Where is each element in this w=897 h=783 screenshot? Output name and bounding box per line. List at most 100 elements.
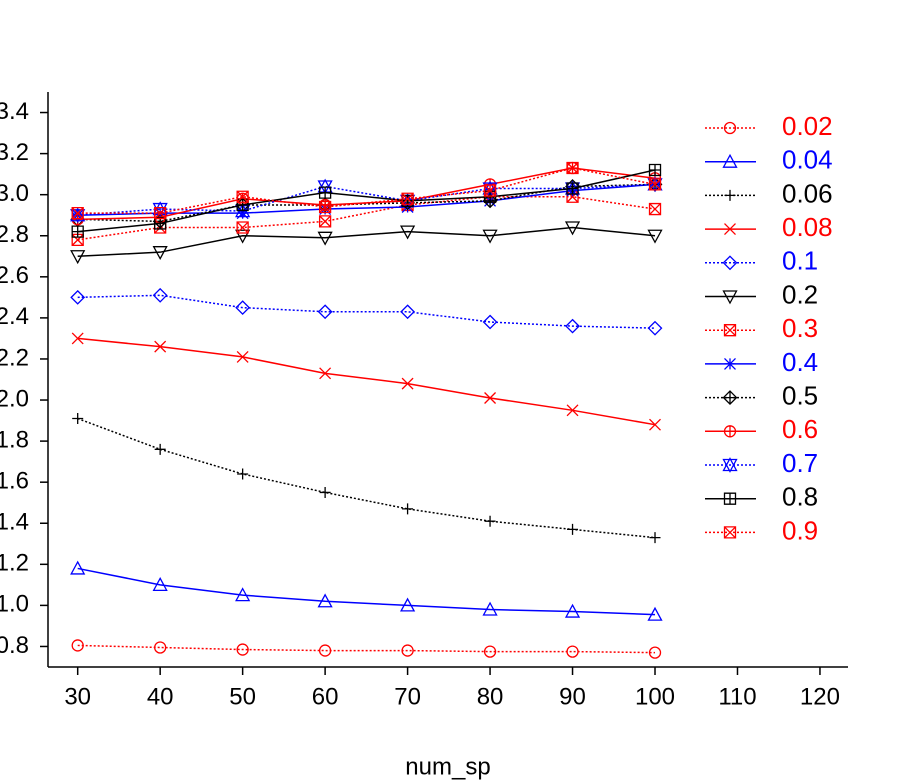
legend-label: 0.5 (782, 380, 818, 410)
y-tick-label: 2.2 (0, 344, 29, 371)
data-point (152, 287, 168, 303)
legend-marker (722, 390, 738, 406)
data-point (564, 221, 581, 236)
data-point (482, 601, 498, 616)
legend-marker (722, 153, 738, 168)
data-point (236, 221, 249, 234)
legend-marker (723, 492, 737, 505)
data-point (484, 392, 497, 404)
y-tick-label: 2.0 (0, 385, 29, 412)
data-point (399, 225, 416, 240)
data-point (647, 229, 663, 244)
y-tick-label: 1.8 (0, 426, 29, 453)
x-tick-label: 110 (718, 683, 756, 710)
data-point (399, 597, 416, 612)
series-line (77, 169, 656, 233)
data-point (71, 207, 84, 220)
data-point (71, 233, 84, 247)
x-tick-label: 60 (312, 683, 339, 710)
series-line (77, 294, 656, 329)
data-point (566, 404, 579, 417)
series-line (77, 183, 656, 216)
data-point (402, 503, 414, 515)
legend-label: 0.9 (782, 515, 818, 545)
data-point (152, 576, 168, 592)
data-point (401, 192, 414, 205)
legend-marker (722, 457, 738, 473)
x-tick-label: 70 (394, 683, 421, 710)
data-point (236, 350, 249, 363)
x-tick-label: 30 (64, 683, 91, 710)
x-tick-label: 50 (229, 683, 256, 710)
legend-marker (724, 357, 736, 370)
data-point (566, 645, 579, 658)
series-line (77, 195, 656, 241)
series-line (77, 417, 656, 539)
legend-label: 0.8 (782, 482, 818, 512)
data-point (484, 515, 496, 527)
data-point (567, 523, 579, 535)
series-line (77, 644, 656, 654)
legend-marker (723, 526, 737, 539)
legend-label: 0.7 (782, 448, 818, 478)
x-tick-label: 100 (635, 683, 675, 710)
data-point (236, 643, 249, 656)
data-point (154, 443, 166, 455)
data-point (564, 603, 581, 618)
data-point (318, 200, 332, 214)
y-tick-label: 1.4 (0, 509, 29, 536)
legend-label: 0.6 (782, 414, 818, 444)
y-tick-label: 3.4 (0, 98, 29, 125)
data-point (566, 182, 579, 195)
data-point (71, 332, 84, 345)
legend-label: 0.3 (782, 313, 818, 343)
data-point (566, 161, 579, 175)
y-tick-label: 0.8 (0, 632, 29, 659)
data-point (317, 304, 333, 320)
data-point (235, 587, 251, 602)
data-point (647, 606, 663, 621)
data-point (319, 367, 332, 380)
series-line (77, 226, 656, 258)
legend-label: 0.06 (782, 178, 833, 208)
data-point (648, 178, 662, 191)
series-line (77, 337, 656, 426)
series-line (77, 567, 656, 616)
y-tick-label: 1.2 (0, 550, 29, 577)
data-point (236, 190, 249, 203)
data-point (237, 468, 249, 480)
data-point (648, 163, 662, 177)
x-tick-label: 40 (147, 683, 174, 710)
legend-marker (723, 121, 737, 135)
data-point (565, 318, 580, 334)
data-point (318, 644, 332, 657)
data-point (482, 229, 498, 244)
legend-marker (724, 223, 736, 236)
data-point (649, 418, 661, 431)
data-point (401, 377, 414, 390)
data-point (317, 231, 333, 246)
x-axis-label: num_sp (405, 753, 490, 780)
legend-marker (723, 425, 737, 438)
y-tick-label: 3.0 (0, 180, 29, 207)
data-point (318, 186, 332, 199)
legend-label: 0.02 (782, 111, 833, 141)
data-point (154, 207, 167, 220)
legend-marker (722, 255, 738, 271)
data-point (70, 560, 86, 575)
y-tick-label: 2.4 (0, 303, 29, 330)
data-point (154, 340, 167, 353)
x-tick-label: 120 (800, 683, 840, 710)
data-point (71, 639, 84, 652)
legend-label: 0.1 (782, 246, 818, 276)
data-point (236, 207, 249, 220)
legend-label: 0.2 (782, 279, 818, 309)
data-point (317, 593, 333, 608)
data-point (483, 190, 497, 203)
series-line (77, 167, 656, 214)
x-tick-label: 80 (477, 683, 504, 710)
data-point (235, 229, 251, 244)
data-point (483, 645, 497, 658)
data-point (649, 532, 661, 544)
